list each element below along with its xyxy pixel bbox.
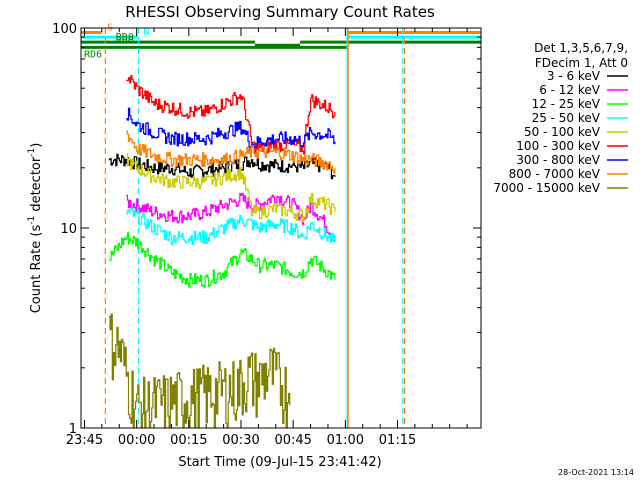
legend-entry: 3 - 6 keV — [547, 69, 601, 83]
timestamp: 28-Oct-2021 13:14 — [558, 468, 634, 477]
y-tick-label: 10 — [60, 222, 77, 237]
x-tick-label: 00:00 — [118, 433, 155, 448]
flag-label-7: RD6 — [84, 49, 102, 60]
chart-title: RHESSI Observing Summary Count Rates — [125, 3, 435, 21]
series-line-2 — [108, 232, 336, 288]
legend: Det 1,3,5,6,7,9,FDecim 1, Att 03 - 6 keV… — [493, 41, 628, 195]
y-axis: 1 10 100 — [52, 22, 481, 437]
flag-label-2: N — [143, 27, 149, 38]
legend-entry: 25 - 50 keV — [532, 111, 601, 125]
x-tick-label: 01:15 — [379, 433, 416, 448]
x-tick-label: 00:45 — [274, 433, 311, 448]
x-tick-label: 01:00 — [327, 433, 364, 448]
series-line-4 — [126, 153, 336, 223]
vlines-layer — [104, 28, 406, 428]
legend-entry: 800 - 7000 keV — [509, 167, 601, 181]
series-line-7 — [126, 130, 336, 174]
y-axis-label-part3: ) — [29, 143, 44, 148]
x-tick-label: 00:30 — [222, 433, 259, 448]
y-axis-label: Count Rate (s-1 detector-1) — [27, 143, 44, 314]
legend-entry: 300 - 800 keV — [516, 153, 600, 167]
series-layer — [108, 75, 336, 428]
legend-entry: 6 - 12 keV — [539, 83, 601, 97]
series-line-3 — [126, 207, 336, 245]
flag-label-4: RD0 — [116, 32, 134, 43]
series-line-5 — [126, 75, 336, 155]
series-line-8 — [108, 313, 291, 428]
legend-header: Det 1,3,5,6,7,9, — [534, 41, 628, 55]
y-axis-label-sup2: -1 — [27, 148, 37, 157]
y-axis-label-part1: Count Rate (s — [29, 225, 44, 314]
x-tick-label: 00:15 — [170, 433, 207, 448]
y-tick-label: 100 — [52, 22, 77, 37]
legend-entry: 50 - 100 keV — [524, 125, 601, 139]
y-tick-label: 1 — [69, 422, 77, 437]
legend-entry: 7000 - 15000 keV — [493, 181, 600, 195]
legend-header: FDecim 1, Att 0 — [535, 56, 628, 70]
x-tick-label: 23:45 — [66, 433, 103, 448]
y-axis-label-sup1: -1 — [27, 216, 37, 225]
series-line-0 — [108, 153, 336, 180]
legend-entry: 12 - 25 keV — [532, 97, 601, 111]
series-line-6 — [126, 107, 336, 150]
x-axis-label: Start Time (09-Jul-15 23:41:42) — [178, 455, 381, 470]
y-axis-label-part2: detector — [29, 156, 44, 216]
flag-label-5: RD0 — [116, 35, 134, 46]
legend-entry: 100 - 300 keV — [516, 139, 600, 153]
series-line-1 — [126, 192, 336, 242]
x-axis: 23:45 00:00 00:15 00:30 00:45 01:00 01:15 — [66, 28, 468, 448]
